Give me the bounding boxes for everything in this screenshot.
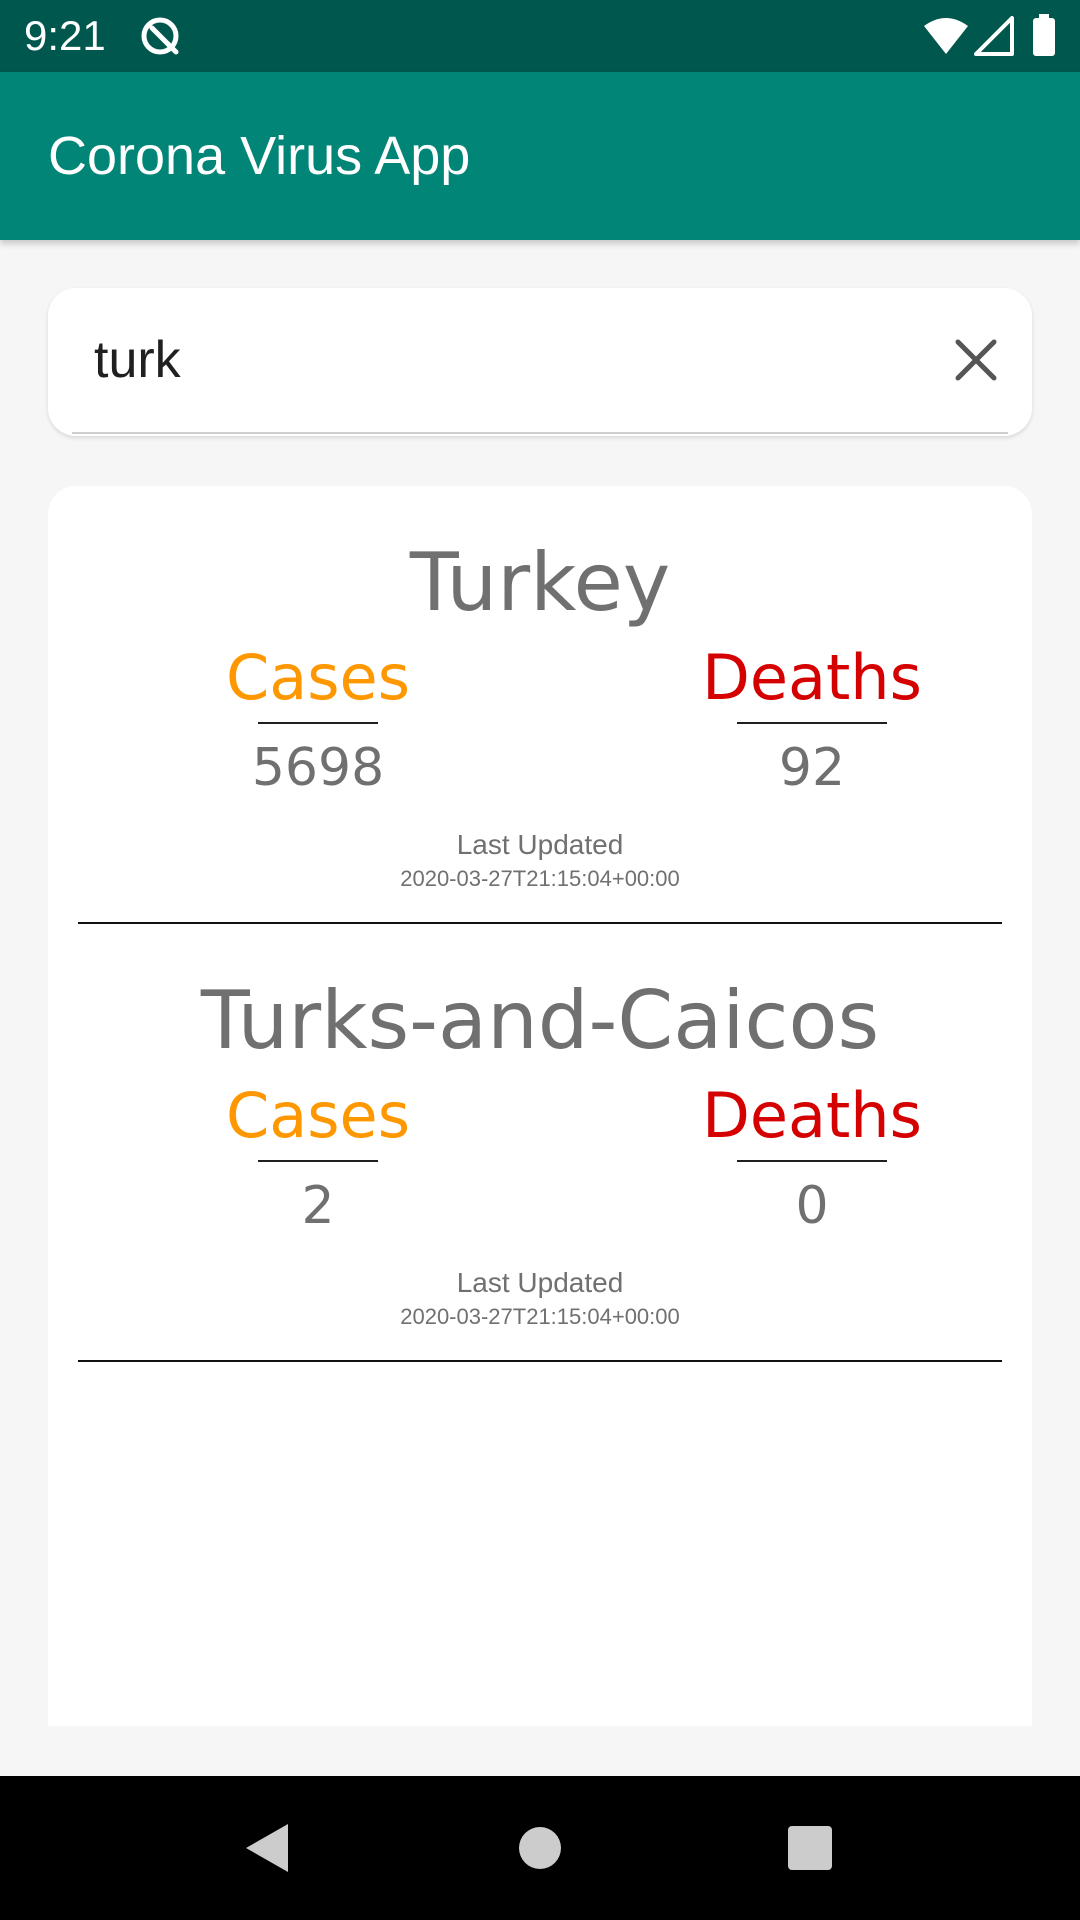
- status-bar: 9:21: [0, 0, 1080, 72]
- recents-square-icon: [788, 1826, 832, 1870]
- battery-icon: [1033, 14, 1055, 56]
- last-updated-label: Last Updated: [456, 829, 624, 860]
- recents-button[interactable]: [762, 1800, 858, 1896]
- country-name: Turkey: [409, 536, 671, 629]
- list-item[interactable]: Turkey Cases 5698 Deaths 92 Last Updated…: [78, 486, 1002, 924]
- back-triangle-icon: [246, 1824, 288, 1872]
- deaths-label: Deaths: [702, 641, 922, 714]
- last-updated-value: 2020-03-27T21:15:04+00:00: [400, 1304, 680, 1329]
- cases-column: Cases 5698: [168, 641, 468, 799]
- cases-label: Cases: [225, 641, 411, 714]
- last-updated-value: 2020-03-27T21:15:04+00:00: [400, 866, 680, 891]
- list-item[interactable]: Turks-and-Caicos Cases 2 Deaths 0 Last U…: [78, 924, 1002, 1362]
- status-time: 9:21: [24, 12, 106, 59]
- clear-search-button[interactable]: [928, 312, 1024, 408]
- cases-value: 5698: [251, 738, 385, 798]
- cases-underline: [258, 1160, 378, 1162]
- deaths-value: 0: [795, 1176, 829, 1236]
- back-button[interactable]: [220, 1800, 316, 1896]
- search-underline: [72, 432, 1008, 434]
- home-circle-icon: [519, 1827, 561, 1869]
- home-button[interactable]: [492, 1800, 588, 1896]
- deaths-underline: [737, 1160, 887, 1162]
- app-notification-icon: [141, 17, 179, 55]
- cases-column: Cases 2: [168, 1079, 468, 1237]
- deaths-value: 92: [778, 738, 846, 798]
- deaths-column: Deaths 0: [662, 1079, 962, 1237]
- search-input[interactable]: [94, 328, 854, 392]
- country-name: Turks-and-Caicos: [200, 974, 880, 1067]
- app-title: Corona Virus App: [48, 126, 471, 186]
- last-updated-label: Last Updated: [456, 1267, 624, 1298]
- search-card: [48, 288, 1032, 436]
- deaths-underline: [737, 722, 887, 724]
- results-list: Turkey Cases 5698 Deaths 92 Last Updated…: [48, 486, 1032, 1726]
- deaths-label: Deaths: [702, 1079, 922, 1152]
- deaths-column: Deaths 92: [662, 641, 962, 799]
- cases-value: 2: [301, 1176, 335, 1236]
- cases-label: Cases: [225, 1079, 411, 1152]
- signal-icon: [974, 16, 1014, 56]
- item-divider: [78, 922, 1002, 924]
- close-icon: [955, 339, 997, 381]
- navigation-bar: [0, 1776, 1080, 1920]
- item-divider: [78, 1360, 1002, 1362]
- wifi-icon: [924, 18, 968, 54]
- app-bar: Corona Virus App: [0, 72, 1080, 240]
- cases-underline: [258, 722, 378, 724]
